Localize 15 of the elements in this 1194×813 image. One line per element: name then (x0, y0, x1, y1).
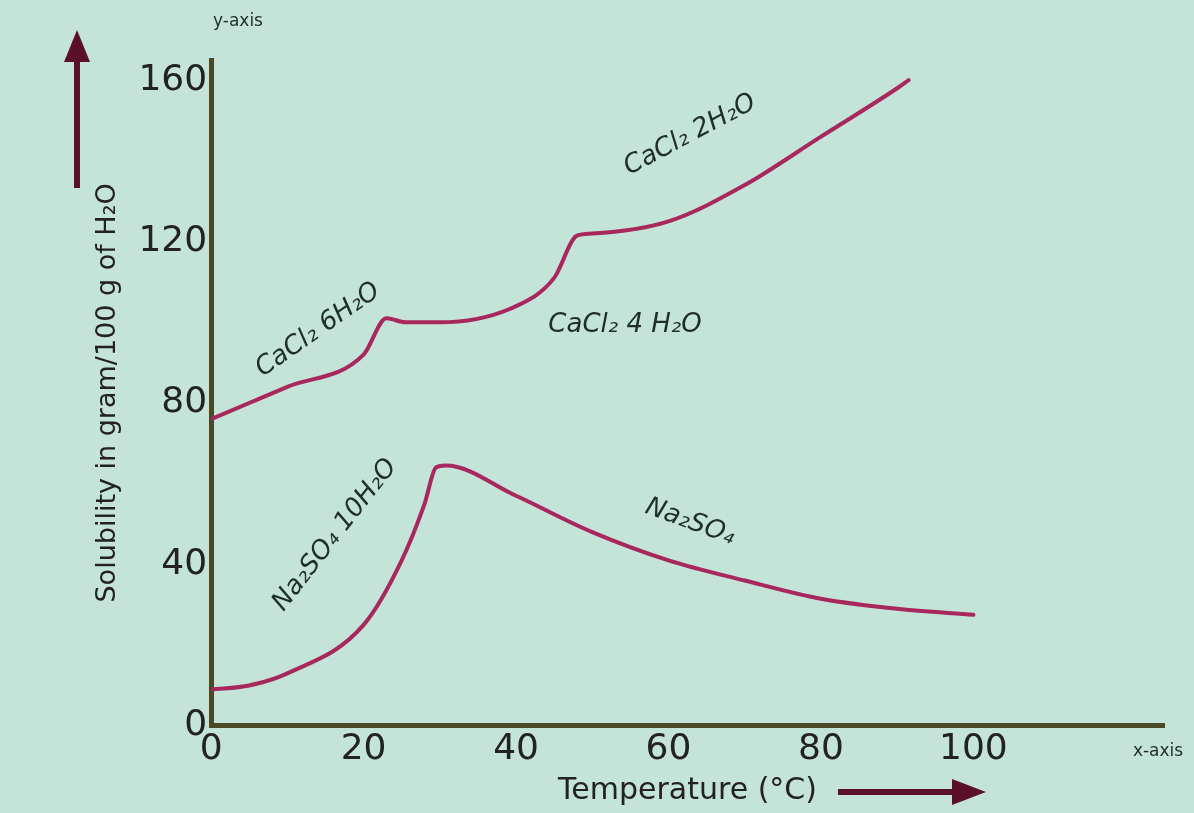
y-tick-label: 80 (161, 379, 208, 421)
x-tick-label: 40 (493, 725, 539, 767)
line-series (211, 78, 911, 422)
text: y-axis (213, 10, 264, 31)
y-tick-label: 120 (138, 217, 208, 259)
x-tick-label: 60 (645, 725, 692, 767)
x-tick-label: 20 (340, 725, 387, 767)
x-tick-label: 100 (939, 725, 1008, 767)
y-tick-label: 160 (138, 56, 208, 98)
x-tick-label: 80 (798, 725, 844, 767)
x-axis-title: Temperature (°C) (557, 770, 818, 806)
annotation: CaCl₂ 4 H₂O (548, 307, 702, 338)
y-tick-label: 40 (161, 540, 208, 582)
text: x-axis (1132, 740, 1184, 761)
y-axis-title: Solubility in gram/100 g of H₂O (90, 183, 122, 603)
